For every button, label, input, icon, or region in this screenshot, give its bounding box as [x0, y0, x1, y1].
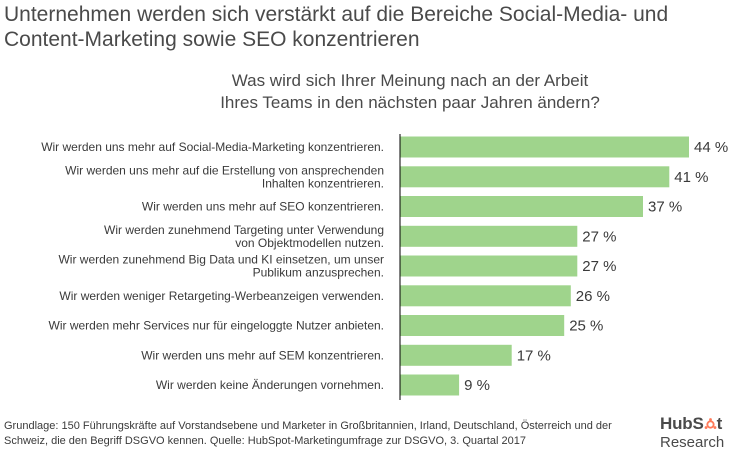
category-label-line: Inhalten konzentrieren.: [262, 176, 384, 190]
sprocket-icon: [704, 417, 716, 429]
bar: [400, 374, 460, 396]
bar: [400, 315, 565, 336]
value-label: 44 %: [694, 139, 728, 156]
category-label-line: Wir werden uns mehr auf die Erstellung v…: [65, 163, 384, 177]
category-label: Wir werden uns mehr auf Social-Media-Mar…: [41, 140, 384, 154]
category-label: Wir werden uns mehr auf SEM konzentriere…: [141, 348, 384, 362]
category-label: Wir werden zunehmend Big Data und KI ein…: [58, 253, 384, 280]
bar: [400, 344, 512, 366]
footnote: Grundlage: 150 Führungskräfte auf Vorsta…: [4, 420, 612, 447]
category-label: Wir werden zunehmend Targeting unter Ver…: [104, 223, 384, 250]
category-label: Wir werden keine Änderungen vornehmen.: [156, 378, 384, 392]
value-label: 25 %: [569, 318, 603, 335]
hubspot-logo: HubS t: [660, 414, 722, 434]
category-label-line: Wir werden mehr Services nur für eingelo…: [49, 319, 385, 333]
bar: [400, 166, 670, 188]
category-label-line: Publikum anzusprechen.: [253, 266, 384, 280]
category-label-line: Wir werden zunehmend Big Data und KI ein…: [58, 253, 384, 267]
category-label-line: Wir werden keine Änderungen vornehmen.: [156, 378, 384, 392]
category-label-line: Wir werden uns mehr auf Social-Media-Mar…: [41, 140, 384, 154]
category-label-line: von Objektmodellen nutzen.: [235, 236, 384, 250]
category-label-line: Wir werden zunehmend Targeting unter Ver…: [104, 223, 384, 237]
bar: [400, 255, 578, 277]
category-label-line: Wir werden uns mehr auf SEO konzentriere…: [142, 200, 384, 214]
value-label: 37 %: [648, 199, 682, 216]
category-label-line: Wir werden weniger Retargeting-Werbeanze…: [59, 289, 384, 303]
category-label: Wir werden weniger Retargeting-Werbeanze…: [59, 289, 384, 303]
hubspot-research-logo: HubS t Research: [660, 414, 750, 452]
bar: [400, 196, 643, 217]
bar: [400, 136, 689, 158]
category-label-line: Wir werden uns mehr auf SEM konzentriere…: [141, 348, 384, 362]
value-label: 9 %: [464, 377, 490, 394]
bar: [400, 285, 571, 307]
bar-chart: 44 % Wir werden uns mehr auf Social-Media…: [41, 134, 728, 400]
value-label: 17 %: [517, 347, 551, 364]
category-label: Wir werden mehr Services nur für eingelo…: [49, 319, 385, 333]
category-label: Wir werden uns mehr auf die Erstellung v…: [65, 163, 384, 190]
category-label: Wir werden uns mehr auf SEO konzentriere…: [142, 200, 384, 214]
chart-title: Was wird sich Ihrer Meinung nach an der …: [220, 71, 600, 112]
value-label: 27 %: [582, 228, 616, 245]
headline: Unternehmen werden sich verstärkt auf di…: [4, 3, 669, 51]
logo-brand-start: HubS: [660, 414, 704, 433]
value-label: 41 %: [674, 169, 708, 186]
logo-subtitle: Research: [660, 434, 725, 451]
value-label: 26 %: [576, 288, 610, 305]
logo-brand-end: t: [716, 414, 723, 433]
value-label: 27 %: [582, 258, 616, 275]
bar: [400, 225, 578, 247]
